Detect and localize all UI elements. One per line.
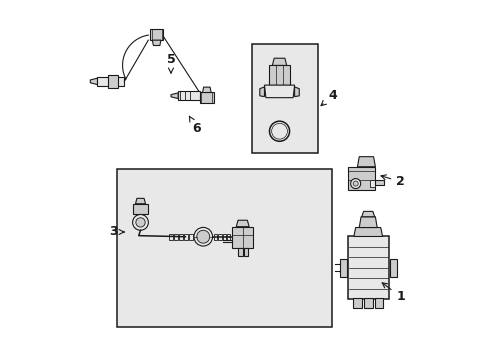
Bar xyxy=(218,234,221,240)
Bar xyxy=(179,234,183,240)
Bar xyxy=(226,234,230,240)
Text: 6: 6 xyxy=(189,116,200,135)
Text: 2: 2 xyxy=(380,175,404,188)
Polygon shape xyxy=(353,228,382,237)
Bar xyxy=(374,298,383,308)
Polygon shape xyxy=(135,198,145,204)
Circle shape xyxy=(196,230,209,243)
Bar xyxy=(363,298,372,308)
Text: 4: 4 xyxy=(321,89,336,105)
Bar xyxy=(369,180,375,187)
Bar xyxy=(352,298,361,308)
Polygon shape xyxy=(361,211,374,217)
Polygon shape xyxy=(107,75,118,88)
Bar xyxy=(189,234,192,240)
Polygon shape xyxy=(294,87,299,96)
Bar xyxy=(347,237,388,299)
Polygon shape xyxy=(264,85,294,98)
Bar xyxy=(214,234,217,240)
Bar xyxy=(238,248,243,256)
Bar xyxy=(184,234,187,240)
Circle shape xyxy=(194,228,212,246)
Polygon shape xyxy=(152,40,161,45)
Bar xyxy=(178,91,199,100)
Polygon shape xyxy=(359,217,376,228)
Bar xyxy=(375,180,384,185)
Bar xyxy=(231,227,253,248)
Polygon shape xyxy=(202,87,211,93)
Bar xyxy=(268,66,290,85)
Bar xyxy=(117,169,332,327)
Text: 1: 1 xyxy=(382,283,404,303)
Bar xyxy=(174,234,178,240)
Polygon shape xyxy=(171,93,178,99)
Polygon shape xyxy=(339,259,346,277)
Bar xyxy=(222,234,225,240)
Polygon shape xyxy=(357,157,375,167)
Circle shape xyxy=(132,215,148,230)
Bar xyxy=(149,30,163,40)
Circle shape xyxy=(350,179,360,189)
Polygon shape xyxy=(90,78,97,85)
Polygon shape xyxy=(259,87,264,96)
Text: 3: 3 xyxy=(109,225,124,238)
Bar xyxy=(132,204,148,215)
Bar xyxy=(348,167,375,190)
Text: 5: 5 xyxy=(166,53,175,73)
Bar xyxy=(199,93,214,103)
Polygon shape xyxy=(236,220,249,227)
Polygon shape xyxy=(389,259,396,277)
Bar xyxy=(169,234,172,240)
Bar xyxy=(97,77,124,86)
Bar xyxy=(251,44,317,153)
Polygon shape xyxy=(272,58,286,66)
Circle shape xyxy=(352,181,357,186)
Bar xyxy=(244,248,248,256)
Circle shape xyxy=(136,218,145,227)
